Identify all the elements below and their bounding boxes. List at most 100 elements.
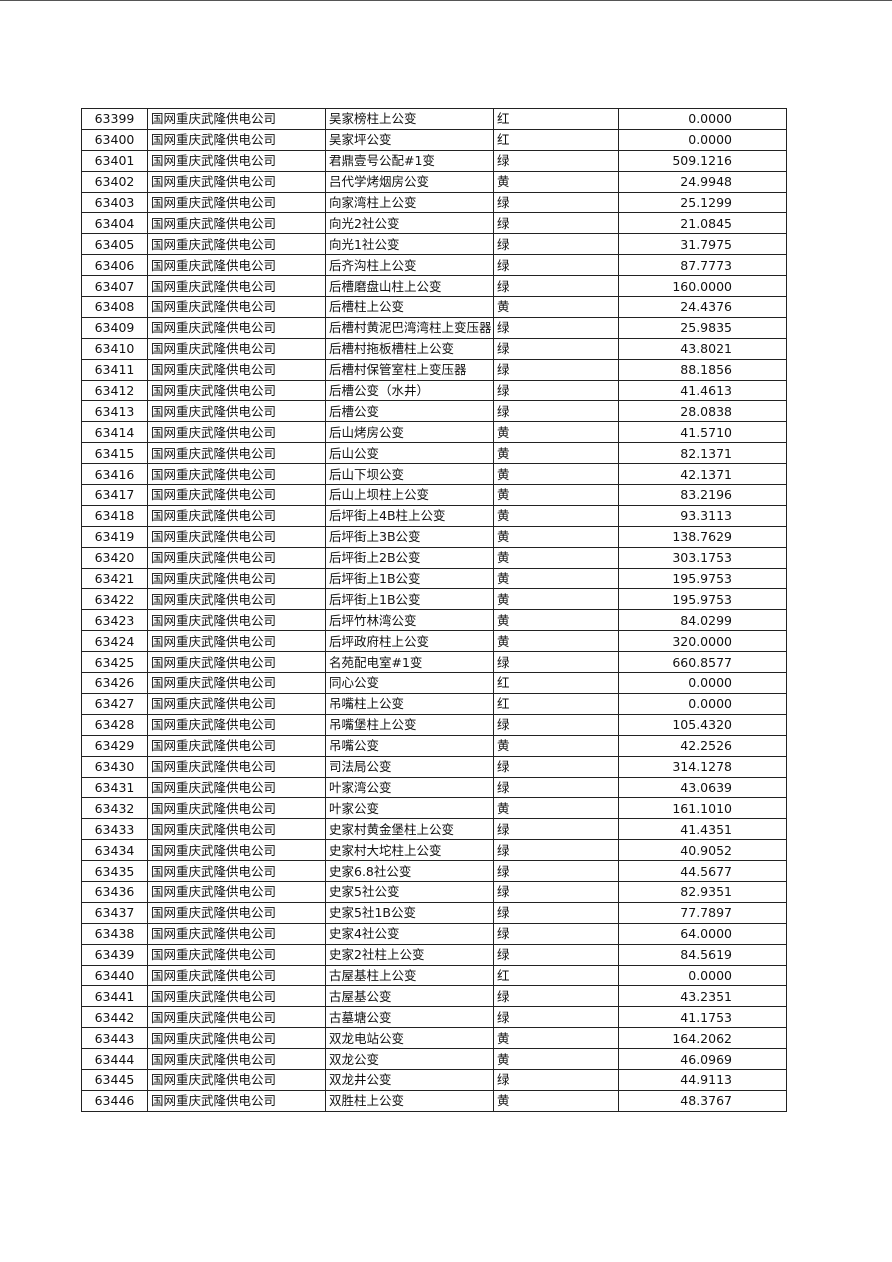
id-cell: 63418 [81,504,148,527]
status-cell: 绿 [493,212,619,235]
value-cell: 195.9753 [618,588,787,611]
value-cell: 24.9948 [618,170,787,193]
station-cell: 后槽村拖板槽柱上公变 [325,337,494,360]
value-cell: 0.0000 [618,108,787,130]
status-cell: 黄 [493,442,619,465]
id-cell: 63412 [81,379,148,402]
value-cell: 41.5710 [618,421,787,444]
value-cell: 164.2062 [618,1027,787,1050]
table-row: 63439 国网重庆武隆供电公司 史家2社柱上公变绿 84.5619 [81,943,787,966]
value-cell: 48.3767 [618,1089,787,1112]
table-row: 63410 国网重庆武隆供电公司 后槽村拖板槽柱上公变绿 43.8021 [81,337,787,360]
station-cell: 后坪街上1B公变 [325,588,494,611]
table-row: 63422 国网重庆武隆供电公司 后坪街上1B公变黄 195.9753 [81,588,787,611]
table-row: 63441 国网重庆武隆供电公司 古屋基公变绿 43.2351 [81,985,787,1008]
company-cell: 国网重庆武隆供电公司 [147,776,326,799]
value-cell: 21.0845 [618,212,787,235]
table-row: 63405 国网重庆武隆供电公司 向光1社公变绿 31.7975 [81,233,787,256]
station-cell: 后坪街上2B公变 [325,546,494,569]
id-cell: 63416 [81,463,148,486]
station-cell: 双龙电站公变 [325,1027,494,1050]
company-cell: 国网重庆武隆供电公司 [147,901,326,924]
station-cell: 后坪街上1B公变 [325,567,494,590]
company-cell: 国网重庆武隆供电公司 [147,128,326,151]
value-cell: 0.0000 [618,128,787,151]
status-cell: 绿 [493,943,619,966]
company-cell: 国网重庆武隆供电公司 [147,755,326,778]
company-cell: 国网重庆武隆供电公司 [147,713,326,736]
station-cell: 后槽公变 [325,400,494,423]
station-cell: 史家5社公变 [325,880,494,903]
table-row: 63414 国网重庆武隆供电公司 后山烤房公变黄 41.5710 [81,421,787,444]
station-cell: 吊嘴柱上公变 [325,692,494,715]
status-cell: 绿 [493,776,619,799]
status-cell: 黄 [493,567,619,590]
status-cell: 绿 [493,400,619,423]
company-cell: 国网重庆武隆供电公司 [147,860,326,882]
id-cell: 63408 [81,296,148,318]
status-cell: 黄 [493,421,619,444]
id-cell: 63399 [81,108,148,130]
company-cell: 国网重庆武隆供电公司 [147,379,326,402]
company-cell: 国网重庆武隆供电公司 [147,922,326,945]
value-cell: 64.0000 [618,922,787,945]
value-cell: 41.4613 [618,379,787,402]
value-cell: 320.0000 [618,630,787,653]
id-cell: 63442 [81,1006,148,1029]
table-body: 63399 国网重庆武隆供电公司 吴家榜柱上公变红 0.0000 63400 国网重庆武隆… [81,108,787,1112]
status-cell: 黄 [493,170,619,193]
company-cell: 国网重庆武隆供电公司 [147,170,326,193]
station-cell: 向光1社公变 [325,233,494,256]
table-row: 63437 国网重庆武隆供电公司 史家5社1B公变绿 77.7897 [81,901,787,924]
status-cell: 红 [493,128,619,151]
id-cell: 63426 [81,672,148,694]
company-cell: 国网重庆武隆供电公司 [147,839,326,862]
company-cell: 国网重庆武隆供电公司 [147,1048,326,1070]
company-cell: 国网重庆武隆供电公司 [147,275,326,298]
id-cell: 63402 [81,170,148,193]
table-row: 63426 国网重庆武隆供电公司 同心公变红 0.0000 [81,672,787,694]
table-row: 63445 国网重庆武隆供电公司 双龙井公变绿 44.9113 [81,1068,787,1091]
value-cell: 83.2196 [618,484,787,506]
id-cell: 63434 [81,839,148,862]
table-row: 63413 国网重庆武隆供电公司 后槽公变绿 28.0838 [81,400,787,423]
id-cell: 63432 [81,797,148,820]
company-cell: 国网重庆武隆供电公司 [147,672,326,694]
status-cell: 绿 [493,275,619,298]
status-cell: 红 [493,964,619,987]
company-cell: 国网重庆武隆供电公司 [147,316,326,339]
value-cell: 43.2351 [618,985,787,1008]
status-cell: 绿 [493,839,619,862]
status-cell: 黄 [493,296,619,318]
value-cell: 87.7773 [618,254,787,277]
table-row: 63407 国网重庆武隆供电公司 后槽磨盘山柱上公变绿 160.0000 [81,275,787,298]
status-cell: 黄 [493,734,619,757]
value-cell: 24.4376 [618,296,787,318]
company-cell: 国网重庆武隆供电公司 [147,609,326,632]
station-cell: 双龙井公变 [325,1068,494,1091]
id-cell: 63409 [81,316,148,339]
station-cell: 后山上坝柱上公变 [325,484,494,506]
id-cell: 63420 [81,546,148,569]
station-cell: 吕代学烤烟房公变 [325,170,494,193]
status-cell: 绿 [493,1068,619,1091]
company-cell: 国网重庆武隆供电公司 [147,108,326,130]
company-cell: 国网重庆武隆供电公司 [147,504,326,527]
company-cell: 国网重庆武隆供电公司 [147,421,326,444]
value-cell: 82.9351 [618,880,787,903]
table-row: 63436 国网重庆武隆供电公司 史家5社公变绿 82.9351 [81,880,787,903]
value-cell: 25.1299 [618,191,787,214]
value-cell: 41.1753 [618,1006,787,1029]
id-cell: 63427 [81,692,148,715]
id-cell: 63405 [81,233,148,256]
station-cell: 后槽村保管室柱上变压器 [325,358,494,381]
value-cell: 43.0639 [618,776,787,799]
id-cell: 63417 [81,484,148,506]
id-cell: 63421 [81,567,148,590]
id-cell: 63439 [81,943,148,966]
id-cell: 63403 [81,191,148,214]
status-cell: 绿 [493,233,619,256]
station-cell: 后山下坝公变 [325,463,494,486]
table-row: 63399 国网重庆武隆供电公司 吴家榜柱上公变红 0.0000 [81,108,787,130]
station-cell: 向家湾柱上公变 [325,191,494,214]
